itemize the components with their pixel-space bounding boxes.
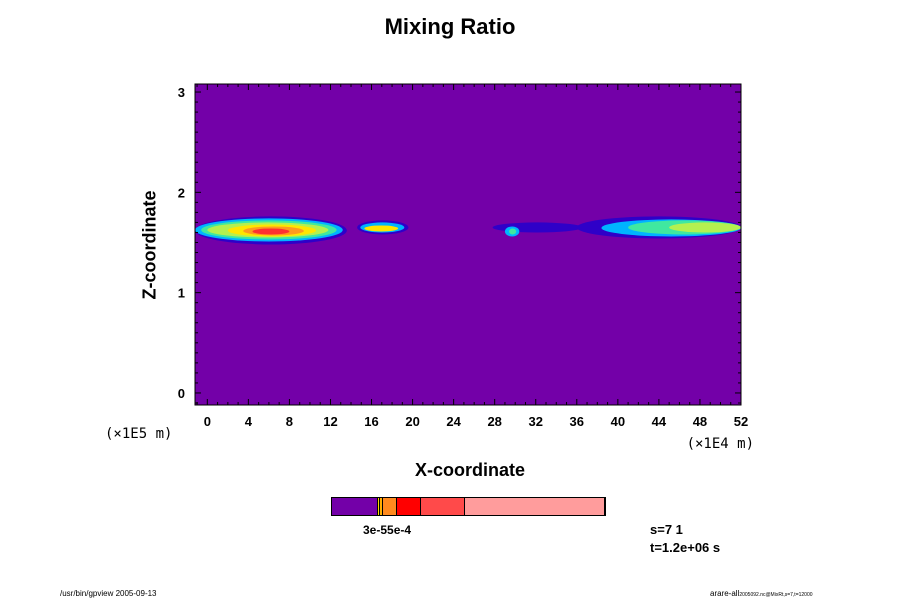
- colorbar-segment: [397, 498, 421, 515]
- contour-blob: [252, 228, 290, 235]
- y-axis-label: Z-coordinate: [139, 190, 160, 300]
- y-tick-label: 0: [178, 386, 185, 401]
- x-axis-label: X-coordinate: [414, 460, 525, 480]
- x-tick-label: 40: [611, 414, 625, 429]
- time-text: t=1.2e+06 s: [650, 540, 721, 555]
- colorbar-segment: [383, 498, 398, 515]
- x-tick-label: 36: [570, 414, 584, 429]
- x-tick-label: 8: [286, 414, 293, 429]
- colorbar-label: 3e-55e-4: [363, 523, 412, 537]
- plot-area: [195, 84, 741, 405]
- colorbar: [331, 497, 606, 516]
- x-tick-label: 12: [323, 414, 337, 429]
- x-tick-label: 16: [364, 414, 378, 429]
- x-tick-label: 32: [529, 414, 543, 429]
- x-tick-label: 0: [204, 414, 211, 429]
- x-scale-note: (×1E4 m): [686, 436, 754, 452]
- y-tick-label: 2: [178, 185, 185, 200]
- colorbar-segment: [465, 498, 605, 515]
- x-tick-label: 24: [446, 414, 461, 429]
- x-tick-label: 44: [652, 414, 667, 429]
- y-tick-label: 1: [178, 286, 185, 301]
- x-tick-label: 20: [405, 414, 419, 429]
- colorbar-segment: [377, 498, 380, 515]
- x-tick-label: 48: [693, 414, 707, 429]
- footer-source-sub: 2005092.nc@MixRt,s=7,t=12000: [739, 592, 813, 598]
- x-tick-label: 52: [734, 414, 748, 429]
- contour-blob: [509, 228, 517, 235]
- colorbar-segment: [332, 498, 378, 515]
- z-scale-note: (×1E5 m): [105, 426, 173, 442]
- plot-frame: [194, 83, 742, 406]
- s-index-text: s=7 1: [650, 522, 683, 537]
- footer-command: /usr/bin/gpview 2005-09-13: [60, 589, 157, 598]
- x-tick-label: 4: [245, 414, 253, 429]
- contour-blob: [669, 222, 741, 233]
- y-tick-label: 3: [178, 85, 185, 100]
- chart-title: Mixing Ratio: [384, 14, 516, 39]
- footer-source-main: arare-all: [710, 589, 740, 598]
- contour-blob: [364, 225, 399, 232]
- colorbar-segment: [379, 498, 384, 515]
- x-tick-label: 28: [487, 414, 501, 429]
- footer-source: arare-all2005092.nc@MixRt,s=7,t=12000: [710, 589, 813, 598]
- contour-fills: [195, 216, 741, 245]
- colorbar-segment: [420, 498, 466, 515]
